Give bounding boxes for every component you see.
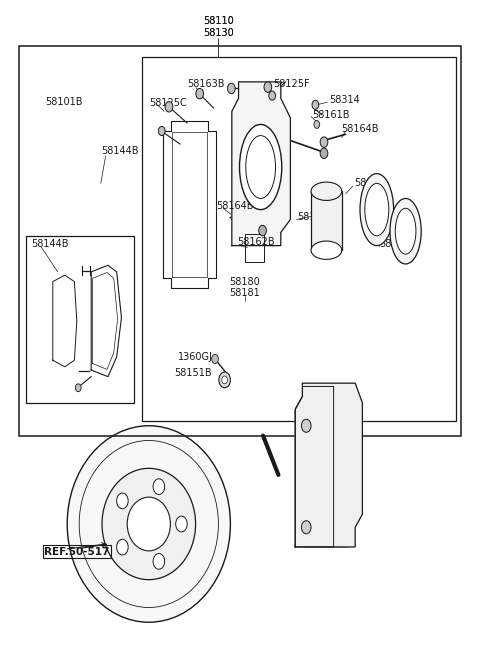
Circle shape [212, 354, 218, 364]
Text: 58130: 58130 [203, 28, 234, 38]
Text: 58163B: 58163B [187, 79, 225, 89]
Circle shape [153, 553, 165, 569]
Bar [311, 191, 342, 250]
Circle shape [259, 225, 266, 236]
Text: 58144B: 58144B [31, 238, 69, 249]
Ellipse shape [311, 241, 342, 259]
Text: 58101B: 58101B [46, 96, 83, 107]
Polygon shape [232, 82, 290, 246]
Text: 58144B: 58144B [101, 145, 138, 156]
Text: 58164B: 58164B [341, 124, 378, 134]
Text: 58125C: 58125C [149, 98, 187, 108]
Text: 58112: 58112 [298, 212, 328, 223]
Ellipse shape [127, 497, 170, 551]
Text: 58314: 58314 [329, 94, 360, 105]
Circle shape [301, 419, 311, 432]
Circle shape [153, 479, 165, 495]
Bar [26, 236, 134, 403]
Circle shape [312, 100, 319, 109]
Text: 58180: 58180 [229, 276, 260, 287]
Bar [19, 46, 461, 436]
Circle shape [314, 121, 320, 128]
Circle shape [75, 384, 81, 392]
Text: 58162B: 58162B [238, 237, 275, 248]
Ellipse shape [390, 198, 421, 264]
Circle shape [320, 137, 328, 147]
Text: 58110: 58110 [203, 16, 234, 26]
Text: 58164B: 58164B [216, 201, 253, 212]
Text: 58161B: 58161B [312, 109, 349, 120]
Text: 1360GJ: 1360GJ [178, 352, 213, 362]
Circle shape [269, 91, 276, 100]
Circle shape [158, 126, 165, 136]
Ellipse shape [102, 468, 196, 580]
Circle shape [222, 376, 228, 384]
Circle shape [165, 102, 173, 112]
Circle shape [301, 521, 311, 534]
Text: 58114A: 58114A [379, 238, 417, 249]
Circle shape [228, 83, 235, 94]
Ellipse shape [395, 208, 416, 254]
Polygon shape [295, 383, 362, 547]
Ellipse shape [67, 426, 230, 622]
Circle shape [264, 82, 272, 92]
Ellipse shape [360, 174, 394, 246]
Circle shape [196, 88, 204, 99]
Text: 58113: 58113 [354, 178, 385, 189]
Ellipse shape [240, 124, 282, 210]
Bar [142, 57, 456, 421]
Circle shape [219, 372, 230, 388]
Text: 58125F: 58125F [274, 79, 310, 89]
Text: 58110: 58110 [203, 16, 234, 26]
Text: 58181: 58181 [229, 288, 260, 299]
Circle shape [320, 148, 328, 159]
Ellipse shape [365, 183, 389, 236]
Circle shape [176, 516, 187, 532]
Ellipse shape [311, 182, 342, 200]
Text: 58151B: 58151B [174, 368, 212, 379]
Circle shape [117, 493, 128, 509]
Bar [245, 234, 264, 262]
Text: 58130: 58130 [203, 28, 234, 38]
Text: REF.50-517: REF.50-517 [44, 546, 109, 557]
Circle shape [117, 539, 128, 555]
